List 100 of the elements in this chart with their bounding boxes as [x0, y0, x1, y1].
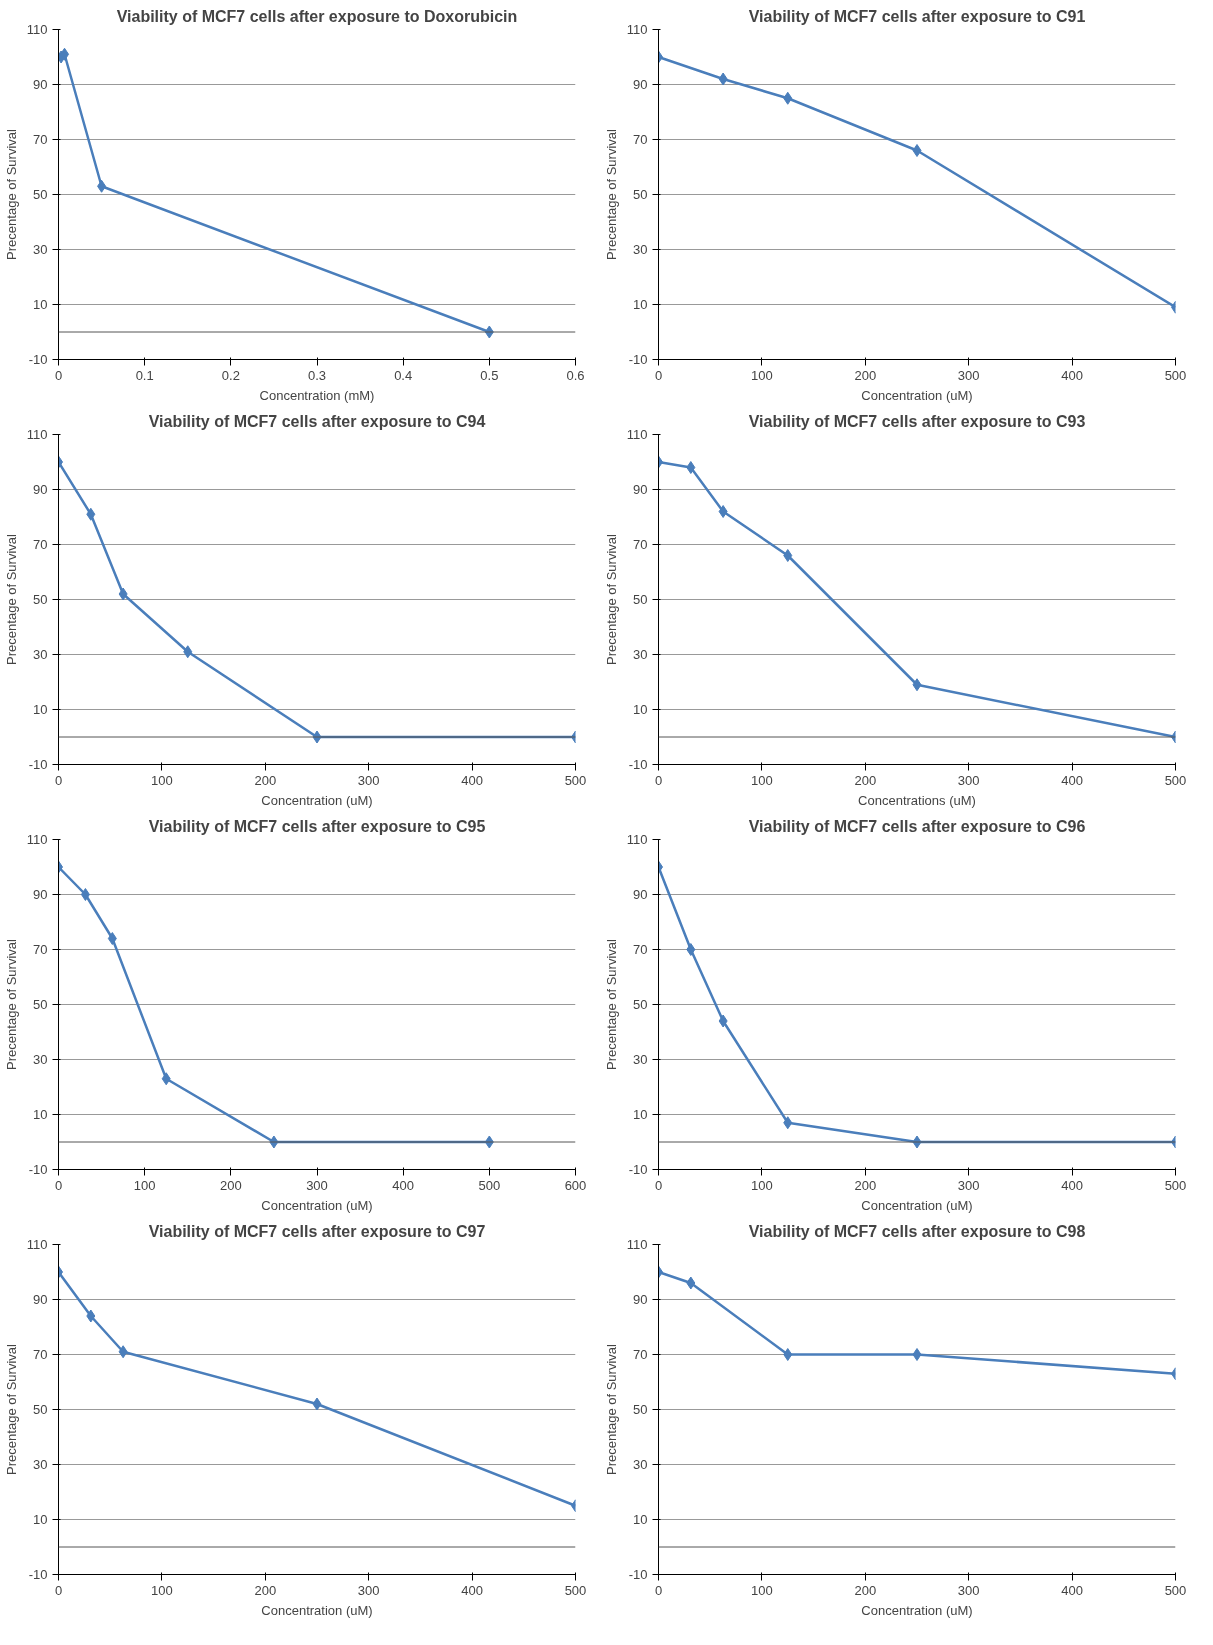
- y-tick-label: 70: [633, 942, 648, 957]
- x-tick-label: 300: [357, 772, 380, 788]
- y-tick-label: 10: [633, 702, 648, 717]
- x-axis-title: Concentration (uM): [861, 1197, 973, 1213]
- x-tick-label: 500: [564, 772, 587, 788]
- x-tick-label: 0.2: [221, 367, 240, 383]
- x-tick-label: 200: [254, 772, 277, 788]
- y-tick-label: 90: [33, 77, 48, 92]
- y-tick-label: 30: [633, 1052, 648, 1067]
- y-axis-title: Precentage of Survival: [603, 128, 619, 260]
- y-tick-label: 110: [26, 427, 48, 442]
- x-tick-label: 0: [654, 367, 663, 383]
- chart-title: Viability of MCF7 cells after exposure to C95: [148, 817, 486, 835]
- y-tick-label: 70: [33, 1347, 48, 1362]
- x-tick-label: 100: [133, 1177, 156, 1193]
- y-tick-label: 90: [33, 482, 48, 497]
- y-tick-label: 90: [33, 1292, 48, 1307]
- x-axis-title: Concentration (mM): [259, 387, 375, 403]
- y-tick-label: 70: [33, 537, 48, 552]
- x-tick-label: 300: [957, 772, 980, 788]
- x-axis-title: Concentration (uM): [261, 1602, 373, 1618]
- x-tick-label: 500: [1164, 1177, 1187, 1193]
- y-tick-label: 30: [633, 647, 648, 662]
- y-tick-label: 110: [26, 22, 48, 37]
- y-tick-label: 10: [33, 702, 48, 717]
- y-tick-label: 70: [633, 537, 648, 552]
- y-axis-title: Precentage of Survival: [603, 533, 619, 665]
- y-tick-label: 70: [633, 1347, 648, 1362]
- y-tick-label: 90: [33, 887, 48, 902]
- x-tick-label: 200: [254, 1582, 277, 1598]
- chart-title: Viability of MCF7 cells after exposure to C96: [748, 817, 1086, 835]
- y-tick-label: 70: [33, 942, 48, 957]
- y-tick-label: 110: [626, 832, 648, 847]
- y-axis-title: Precentage of Survival: [3, 533, 19, 665]
- y-axis-title: Precentage of Survival: [3, 1343, 19, 1475]
- x-tick-label: 0.1: [135, 367, 154, 383]
- x-tick-label: 200: [854, 1177, 877, 1193]
- x-axis-title: Concentrations (uM): [858, 792, 976, 808]
- x-tick-label: 100: [151, 772, 173, 788]
- x-tick-label: 300: [957, 1177, 980, 1193]
- y-tick-label: 50: [633, 592, 648, 607]
- y-tick-label: 90: [633, 1292, 648, 1307]
- x-axis-title: Concentration (uM): [861, 1602, 973, 1618]
- chart-title: Viability of MCF7 cells after exposure to C97: [148, 1222, 486, 1240]
- y-tick-label: 110: [626, 427, 648, 442]
- x-tick-label: 200: [854, 772, 877, 788]
- y-tick-label: 10: [33, 1512, 48, 1527]
- chart-title: Viability of MCF7 cells after exposure to Doxorubicin: [116, 7, 518, 25]
- y-tick-label: 50: [33, 997, 48, 1012]
- x-tick-label: 0.4: [394, 367, 413, 383]
- y-tick-label: 90: [633, 887, 648, 902]
- x-tick-label: 300: [306, 1177, 328, 1193]
- chart-title: Viability of MCF7 cells after exposure to C93: [748, 412, 1086, 430]
- x-tick-label: 300: [957, 367, 980, 383]
- x-tick-label: 0: [654, 1177, 663, 1193]
- x-tick-label: 400: [461, 1582, 483, 1598]
- y-axis-title: Precentage of Survival: [603, 1343, 619, 1475]
- y-tick-label: 50: [33, 592, 48, 607]
- x-tick-label: 500: [1164, 367, 1187, 383]
- chart-title: Viability of MCF7 cells after exposure to C91: [748, 7, 1086, 25]
- y-tick-label: -10: [28, 1162, 48, 1177]
- x-tick-label: 500: [564, 1582, 587, 1598]
- x-tick-label: 0.5: [480, 367, 499, 383]
- x-tick-label: 200: [854, 1582, 877, 1598]
- x-tick-label: 200: [854, 367, 877, 383]
- y-tick-label: 50: [33, 187, 48, 202]
- chart-title: Viability of MCF7 cells after exposure to C98: [748, 1222, 1086, 1240]
- y-axis-title: Precentage of Survival: [3, 938, 19, 1070]
- y-tick-label: 10: [633, 1107, 648, 1122]
- y-tick-label: -10: [28, 352, 48, 367]
- y-tick-label: -10: [628, 352, 648, 367]
- x-tick-label: 300: [357, 1582, 380, 1598]
- y-tick-label: 110: [26, 1237, 48, 1252]
- y-tick-label: 30: [33, 242, 48, 257]
- y-tick-label: 30: [33, 1052, 48, 1067]
- y-tick-label: 70: [633, 132, 648, 147]
- chart-title: Viability of MCF7 cells after exposure to C94: [148, 412, 486, 430]
- y-tick-label: 10: [33, 297, 48, 312]
- y-axis-title: Precentage of Survival: [3, 128, 19, 260]
- x-tick-label: 300: [957, 1582, 980, 1598]
- x-tick-label: 100: [751, 1582, 773, 1598]
- y-tick-label: -10: [628, 757, 648, 772]
- y-tick-label: 90: [633, 482, 648, 497]
- y-tick-label: 30: [33, 1457, 48, 1472]
- y-tick-label: 50: [633, 1402, 648, 1417]
- y-tick-label: 90: [633, 77, 648, 92]
- x-tick-label: 100: [751, 367, 773, 383]
- y-tick-label: -10: [28, 1567, 48, 1582]
- x-tick-label: 0: [54, 1582, 63, 1598]
- x-tick-label: 600: [564, 1177, 587, 1193]
- x-axis-title: Concentration (uM): [261, 1197, 373, 1213]
- y-tick-label: 50: [633, 997, 648, 1012]
- y-tick-label: 110: [626, 1237, 648, 1252]
- x-tick-label: 400: [1061, 367, 1083, 383]
- y-tick-label: 10: [33, 1107, 48, 1122]
- x-tick-label: 0: [54, 1177, 63, 1193]
- y-tick-label: 30: [633, 242, 648, 257]
- y-tick-label: 50: [633, 187, 648, 202]
- x-tick-label: 200: [219, 1177, 242, 1193]
- x-tick-label: 500: [478, 1177, 501, 1193]
